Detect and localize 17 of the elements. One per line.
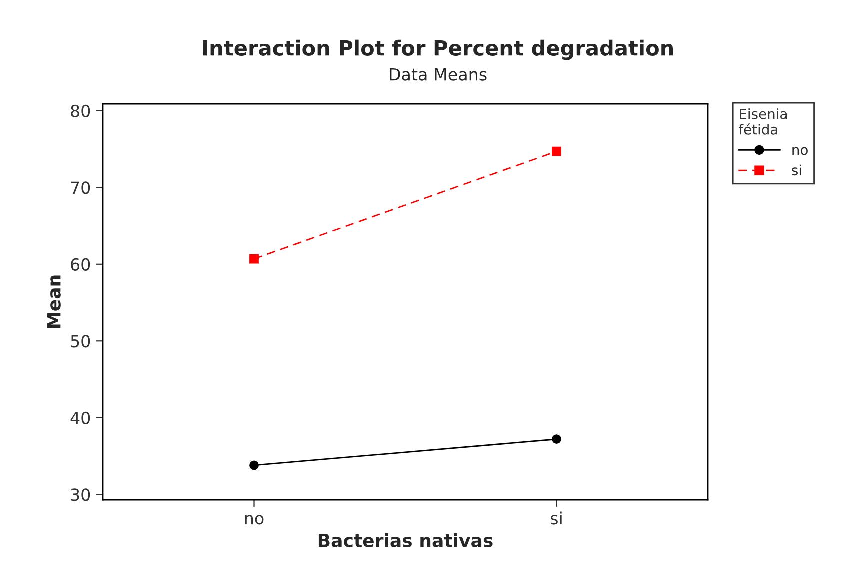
y-tick-label: 60 [71,258,90,271]
point [250,254,259,264]
x-axis-title: Bacterias nativas [318,533,493,548]
point [552,146,562,156]
y-tick-label: 40 [70,412,90,424]
legend-label: si [792,164,802,176]
chart-title: Interaction Plot for Percent degradation [203,40,674,60]
y-tick-label: 80 [71,104,90,118]
chart-subtitle: Data Means [390,68,487,81]
point [250,460,259,470]
point [552,434,562,444]
legend-label: no [792,147,808,156]
y-axis-title: Mean [48,276,61,328]
legend-title: Eisenia fétida [738,108,787,135]
y-tick-label: 30 [71,488,90,502]
y-tick-label: 70 [71,182,90,194]
y-tick-label: 50 [71,335,90,348]
